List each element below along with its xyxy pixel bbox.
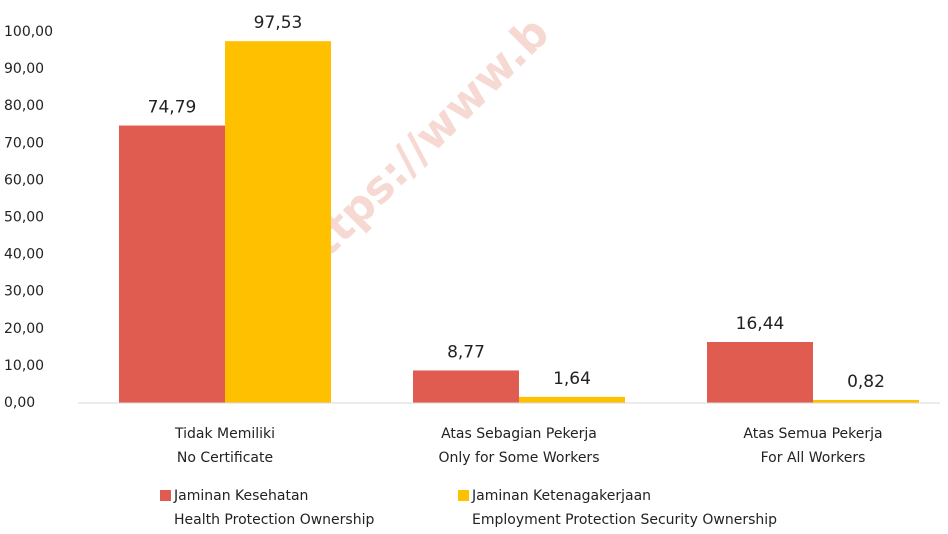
y-tick-label: 90,00 [4,61,44,77]
value-label: 74,79 [148,98,197,118]
bar [707,342,813,403]
value-label: 1,64 [553,369,591,389]
bar [225,41,331,404]
y-tick-label: 30,00 [4,284,44,300]
value-label: 16,44 [736,314,785,334]
x-tick-label: Atas Semua Pekerja For All Workers [743,426,882,466]
x-tick-label: Atas Sebagian Pekerja Only for Some Worke… [439,426,600,466]
y-tick-label: 20,00 [4,321,44,337]
legend-swatch [458,490,469,501]
value-label: 8,77 [447,342,485,362]
value-label: 97,53 [254,13,303,33]
legend-label: Jaminan Ketenagakerjaan Employment Protec… [471,488,777,528]
legend-label: Jaminan Kesehatan Health Protection Owner… [173,488,374,528]
bar [119,125,225,403]
bar [519,396,625,403]
y-tick-label: 0,00 [4,395,35,411]
bar [813,399,919,403]
y-tick-label: 40,00 [4,247,44,263]
y-tick-label: 100,00 [4,24,53,40]
value-label: 0,82 [847,372,885,392]
legend-swatch [160,490,171,501]
y-tick-label: 70,00 [4,135,44,151]
bar [413,370,519,403]
y-tick-label: 60,00 [4,172,44,188]
y-tick-label: 50,00 [4,210,44,226]
x-tick-label: Tidak Memiliki No Certificate [174,426,275,466]
y-tick-label: 80,00 [4,98,44,114]
y-tick-label: 10,00 [4,358,44,374]
